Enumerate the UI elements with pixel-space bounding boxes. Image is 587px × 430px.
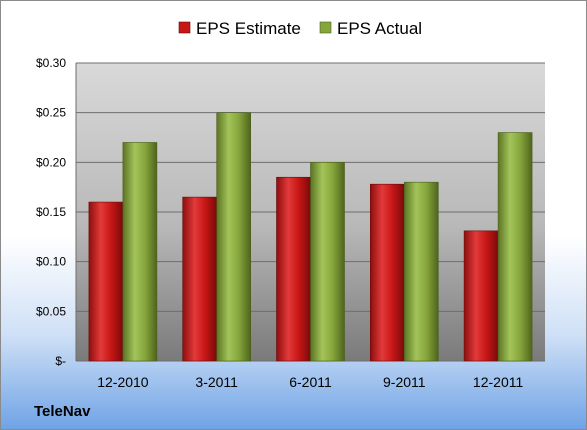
- bar-eps-actual: [216, 112, 251, 362]
- legend-eps-estimate-label: EPS Estimate: [196, 19, 301, 38]
- bar-eps-actual: [310, 162, 345, 362]
- y-tick-label: $0.30: [36, 56, 66, 70]
- bar-eps-estimate: [88, 201, 124, 362]
- y-tick-label: $0.05: [36, 304, 66, 318]
- y-tick-label: $-: [55, 354, 66, 368]
- y-axis: $- $0.05 $0.10 $0.15 $0.20 $0.25 $0.30: [36, 56, 77, 368]
- bar-eps-actual: [497, 132, 533, 362]
- y-tick-label: $0.25: [36, 106, 66, 120]
- legend: EPS Estimate EPS Actual: [178, 19, 422, 38]
- company-label: TeleNav: [34, 403, 91, 420]
- bar-eps-estimate: [463, 230, 499, 362]
- y-tick-label: $0.10: [36, 255, 66, 269]
- y-tick-label: $0.15: [36, 205, 66, 219]
- y-tick-label: $0.20: [36, 155, 66, 169]
- bars: [88, 112, 533, 362]
- bar-eps-actual: [122, 142, 158, 362]
- bar-eps-estimate: [182, 196, 217, 362]
- legend-eps-actual-label: EPS Actual: [337, 19, 422, 38]
- x-tick-label: 6-2011: [289, 374, 332, 390]
- x-tick-label: 3-2011: [195, 374, 238, 390]
- x-tick-label: 9-2011: [383, 374, 426, 390]
- bar-eps-estimate: [276, 176, 311, 362]
- x-tick-label: 12-2010: [97, 374, 149, 390]
- bar-eps-estimate: [369, 183, 405, 362]
- bar-eps-actual: [403, 181, 439, 362]
- legend-eps-actual-swatch: [319, 21, 332, 34]
- x-tick-label: 12-2011: [473, 374, 524, 390]
- legend-eps-estimate-swatch: [178, 21, 191, 34]
- x-axis: 12-2010 3-2011 6-2011 9-2011 12-2011: [97, 374, 523, 390]
